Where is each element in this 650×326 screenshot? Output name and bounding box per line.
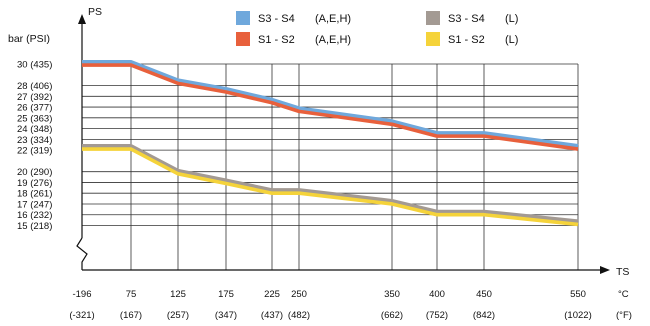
x-tick-label-c--196: -196 <box>72 289 91 300</box>
x-tick-label-f-550: (1022) <box>564 310 591 321</box>
x-tick-label-c-75: 75 <box>126 289 137 300</box>
y-tick-label-30: 30 (435) <box>17 60 52 71</box>
y-tick-label-27: 27 (392) <box>17 92 52 103</box>
legend-group-2: (A,E,H) <box>315 34 351 46</box>
y-axis-arrow <box>78 14 86 24</box>
legend-label-1: S3 - S4 <box>258 13 295 25</box>
series-line-1 <box>82 60 579 148</box>
x-tick-label-f-350: (662) <box>381 310 403 321</box>
legend: S3 - S4 (A,E,H) S1 - S2 (A,E,H) S3 - S4 (L) S1… <box>236 11 518 46</box>
series-line-2 <box>82 63 579 151</box>
x-tick-label-c-350: 350 <box>384 289 400 300</box>
legend-label-3: S3 - S4 <box>448 13 485 25</box>
x-tick-label-f-175: (347) <box>215 310 237 321</box>
legend-group-3: (L) <box>505 13 518 25</box>
x-tick-label-c-400: 400 <box>429 289 445 300</box>
x-axis-name: TS <box>616 266 629 278</box>
legend-group-1: (A,E,H) <box>315 13 351 25</box>
x-tick-label-c-175: 175 <box>218 289 234 300</box>
x-tick-label-f-250: (482) <box>288 310 310 321</box>
y-tick-label-16: 16 (232) <box>17 210 52 221</box>
y-axis-break <box>76 237 88 270</box>
y-tick-label-15: 15 (218) <box>17 221 52 232</box>
legend-label-4: S1 - S2 <box>448 34 485 46</box>
legend-swatch-2 <box>236 32 250 46</box>
series-line-4 <box>82 147 579 227</box>
y-axis-unit: bar (PSI) <box>8 33 50 45</box>
y-tick-label-25: 25 (363) <box>17 113 52 124</box>
x-tick-label-c-225: 225 <box>264 289 280 300</box>
legend-label-2: S1 - S2 <box>258 34 295 46</box>
y-tick-label-17: 17 (247) <box>17 199 52 210</box>
x-tick-label-c-250: 250 <box>291 289 307 300</box>
y-tick-label-28: 28 (406) <box>17 81 52 92</box>
x-axis-unit-c: °C <box>618 289 629 300</box>
y-axis-name: PS <box>88 6 102 18</box>
series-lines <box>82 60 579 227</box>
series-line-3 <box>82 144 579 223</box>
x-tick-label-f-125: (257) <box>167 310 189 321</box>
x-axis-unit-f: (°F) <box>616 310 632 321</box>
x-tick-label-c-125: 125 <box>170 289 186 300</box>
x-axis-arrow <box>600 266 610 274</box>
x-tick-label-c-450: 450 <box>476 289 492 300</box>
legend-swatch-3 <box>426 11 440 25</box>
y-tick-label-22: 22 (319) <box>17 146 52 157</box>
x-tick-label-f--196: (-321) <box>69 310 94 321</box>
x-tick-label-f-400: (752) <box>426 310 448 321</box>
y-tick-label-19: 19 (276) <box>17 178 52 189</box>
x-tick-label-f-75: (167) <box>120 310 142 321</box>
tick-labels: 30 (435) 28 (406)27 (392)26 (377)25 (363)… <box>17 60 592 322</box>
y-tick-label-23: 23 (334) <box>17 135 52 146</box>
y-tick-label-24: 24 (348) <box>17 124 52 135</box>
legend-swatch-4 <box>426 32 440 46</box>
grid <box>82 63 579 270</box>
y-tick-label-26: 26 (377) <box>17 103 52 114</box>
y-tick-label-18: 18 (261) <box>17 189 52 200</box>
axes: PS bar (PSI) TS °C (°F) <box>8 6 632 321</box>
legend-swatch-1 <box>236 11 250 25</box>
legend-group-4: (L) <box>505 34 518 46</box>
x-tick-label-f-225: (437) <box>261 310 283 321</box>
x-tick-label-f-450: (842) <box>473 310 495 321</box>
x-tick-label-c-550: 550 <box>570 289 586 300</box>
y-tick-label-20: 20 (290) <box>17 167 52 178</box>
